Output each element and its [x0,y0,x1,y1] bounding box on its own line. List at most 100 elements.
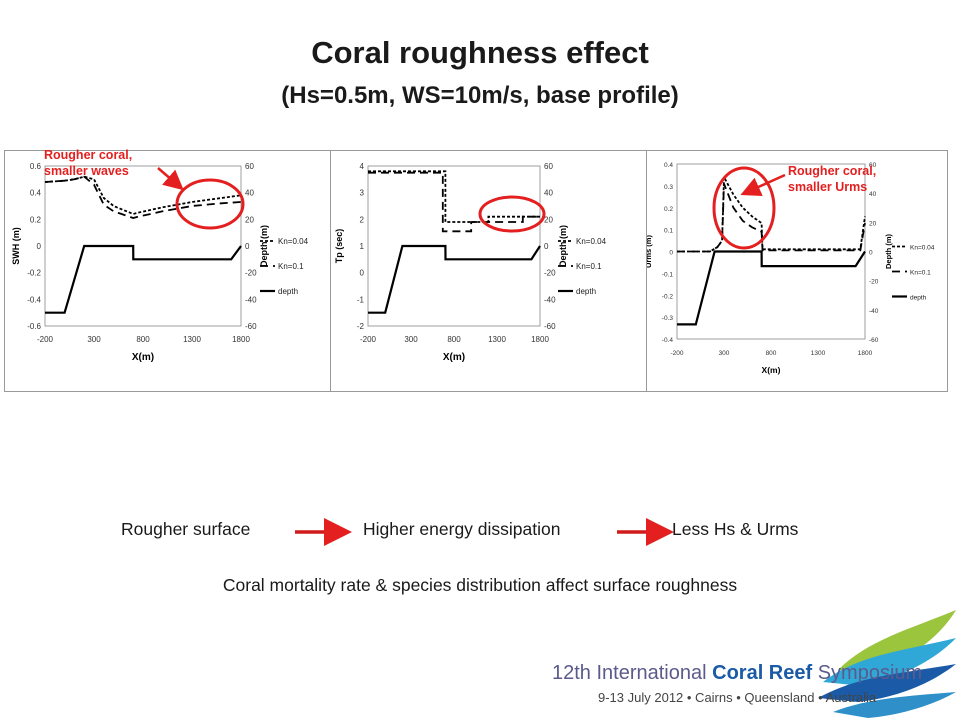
y-tick-label: -0.6 [27,322,41,331]
series-line-depth [45,244,242,314]
y-tick-label: 0.1 [664,228,673,235]
y-tick-label: 4 [360,162,365,171]
x-axis-label: X(m) [443,352,465,363]
urms-chart: 0.4 0.3 0.2 0.1 0 -0.1 -0.2 -0.3 -0.4 60 40 20 0 -20 -… [644,162,935,375]
symposium-logo [818,610,956,718]
bottom-note: Coral mortality rate & species distribut… [222,575,738,595]
annotation-smaller-urms: Rougher coral, smaller Urms [788,163,876,195]
legend-label: Kn=0.04 [278,237,309,246]
y2-tick-label: 60 [245,162,254,171]
series-line-depth [677,250,866,326]
plot-area [367,165,541,327]
x-tick-label: 1300 [183,335,201,344]
x-tick-label: 1800 [858,350,873,357]
x-tick-label: -200 [37,335,54,344]
x-tick-label: 300 [87,335,101,344]
x-tick-label: 800 [766,350,777,357]
y-tick-label: -0.4 [27,295,41,304]
flow-step-rougher-surface: Rougher surface [121,519,251,539]
y2-tick-label: 0 [245,242,250,251]
slide-title: Coral roughness effect [311,35,649,70]
y2-tick-label: 40 [544,189,553,198]
y-tick-label: -2 [357,322,365,331]
y2-tick-label: -60 [544,322,556,331]
annotation-line: Rougher coral, [788,164,877,178]
chart-panel-urms: 0.4 0.3 0.2 0.1 0 -0.1 -0.2 -0.3 -0.4 60 40 20 0 -20 -… [644,151,947,391]
y2-tick-label: 40 [869,191,877,198]
x-tick-label: 1300 [811,350,826,357]
tp-chart: 4 3 2 1 0 -1 -2 60 40 20 0 -20 -40 -60 -200 300 800 1300 1… [334,162,607,363]
x-axis-label: X(m) [762,365,781,375]
legend-label: depth [576,287,596,296]
y2-tick-label: 0 [544,242,549,251]
slide-subtitle: (Hs=0.5m, WS=10m/s, base profile) [281,82,679,109]
annotation-line: Rougher coral, [44,148,133,162]
flow-step-energy-dissipation: Higher energy dissipation [363,519,561,539]
x-tick-label: 300 [719,350,730,357]
legend-label: Kn=0.1 [910,270,931,277]
y-tick-label: -1 [357,295,365,304]
y-tick-label: 0.4 [664,162,673,169]
y-axis-label: Tp (sec) [334,229,344,264]
y-tick-label: 0.2 [664,206,673,213]
y2-tick-label: 20 [544,215,553,224]
logo-title-prefix: 12th International [552,662,713,684]
annotation-line: smaller waves [44,164,129,178]
y-tick-label: -0.2 [27,269,41,278]
chart-panel-swh: 0.6 0.4 0.2 0 -0.2 -0.4 -0.6 60 40 20 0 -20 -40 -60 -2… [5,151,331,391]
x-tick-label: -200 [670,350,683,357]
x-axis-label: X(m) [132,352,154,363]
y2-tick-label: -40 [869,308,879,315]
series-line-kn-0-1 [44,175,242,219]
legend-label: Kn=0.04 [910,245,935,252]
y2-tick-label: 40 [245,189,254,198]
y-tick-label: 2 [360,215,365,224]
y2-tick-label: 20 [245,215,254,224]
y2-tick-label: 60 [869,162,877,169]
annotation-smaller-waves: Rougher coral, smaller waves [44,147,132,179]
y-axis-label: SWH (m) [11,227,21,265]
y-tick-label: 0 [37,242,42,251]
y2-tick-label: -40 [544,295,556,304]
logo-title-suffix: Symposium [812,662,923,684]
x-tick-label: 1800 [531,335,549,344]
y-tick-label: -0.3 [662,315,674,322]
y-tick-label: -0.1 [662,271,674,278]
logo-title: 12th International Coral Reef Symposium [552,662,922,685]
x-tick-label: 1300 [488,335,506,344]
y2-tick-label: -20 [245,269,257,278]
flow-row: Rougher surface Higher energy dissipatio… [0,519,960,547]
y2-tick-label: 20 [869,220,877,227]
legend-label: depth [278,287,298,296]
y-axis-label: Urms (m) [647,235,653,268]
legend-label: depth [910,295,927,302]
series-line-depth [368,244,541,314]
logo-title-bold: Coral Reef [712,662,813,684]
y2-tick-label: -20 [544,269,556,278]
chart-panel-tp: 4 3 2 1 0 -1 -2 60 40 20 0 -20 -40 -60 -200 300 800 1300 1… [330,151,647,391]
annotation-line: smaller Urms [788,180,868,194]
legend-label: Kn=0.1 [576,262,602,271]
charts-strip: 0.6 0.4 0.2 0 -0.2 -0.4 -0.6 60 40 20 0 -20 -40 -60 -2… [4,150,948,392]
y-tick-label: -0.2 [662,293,674,300]
y-tick-label: 0 [360,269,365,278]
y2-tick-label: -20 [869,279,879,286]
y-tick-label: 0.4 [30,189,42,198]
y2-axis-label: Depth (m) [884,234,893,269]
y2-tick-label: 60 [544,162,553,171]
y2-tick-label: -40 [245,295,257,304]
x-tick-label: 1800 [232,335,250,344]
x-tick-label: -200 [360,335,377,344]
y-tick-label: 0.2 [30,215,42,224]
x-tick-label: 800 [447,335,461,344]
y2-tick-label: -60 [245,322,257,331]
x-tick-label: 300 [404,335,418,344]
legend-label: Kn=0.1 [278,262,304,271]
series-line-kn-0-04 [44,175,242,215]
series-line-kn-0-04 [368,170,540,223]
legend-label: Kn=0.04 [576,237,607,246]
x-tick-label: 800 [136,335,150,344]
flow-step-less-hs-urms: Less Hs & Urms [672,519,799,539]
y2-axis-label: Depth (m) [259,225,269,267]
y-tick-label: 0 [669,250,673,257]
